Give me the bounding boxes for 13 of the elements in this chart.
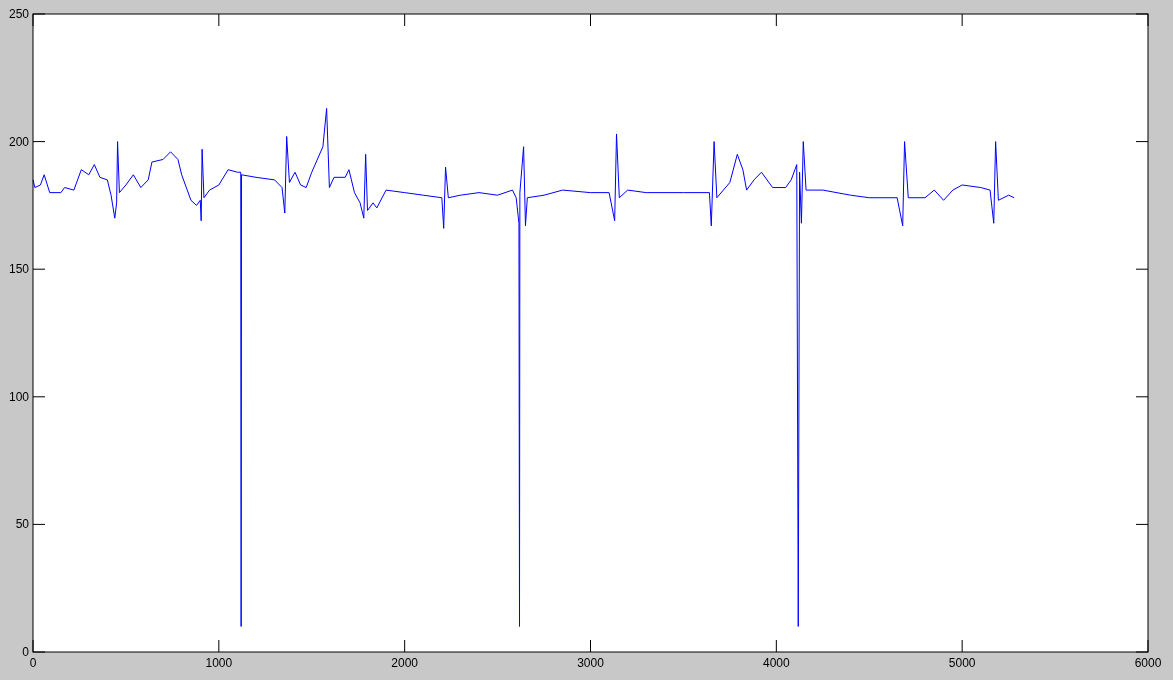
- x-tick-label: 3000: [577, 656, 605, 670]
- y-tick-label: 0: [22, 645, 30, 659]
- x-tick-label: 5000: [948, 656, 976, 670]
- x-tick-label: 4000: [762, 656, 790, 670]
- x-tick-label: 2000: [391, 656, 419, 670]
- x-tick-label: 1000: [205, 656, 233, 670]
- line-series: [32, 107, 1015, 627]
- y-tick-label: 50: [15, 517, 30, 532]
- y-tick-label: 150: [8, 262, 30, 277]
- x-tick-label: 6000: [1134, 656, 1162, 670]
- y-tick-label: 200: [8, 134, 30, 149]
- y-tick-label: 250: [8, 7, 30, 21]
- y-tick-label: 100: [8, 389, 30, 404]
